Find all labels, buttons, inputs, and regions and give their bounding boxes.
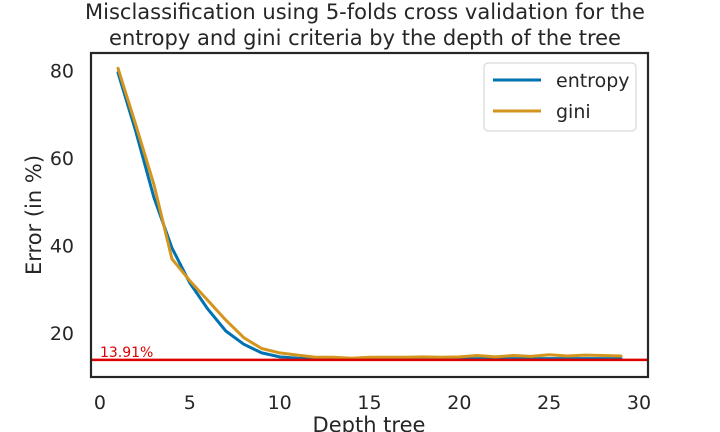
legend-label-entropy: entropy — [556, 70, 630, 92]
y-tick-label: 40 — [50, 236, 74, 258]
x-tick-label: 25 — [537, 392, 561, 414]
legend: entropy gini — [483, 62, 637, 132]
x-tick-label: 0 — [94, 392, 106, 414]
chart-title-line2: entropy and gini criteria by the depth o… — [109, 26, 621, 50]
x-tick-label: 10 — [268, 392, 292, 414]
y-axis-label: Error (in %) — [22, 155, 46, 275]
series-line-gini — [116, 66, 623, 360]
x-tick-label: 15 — [357, 392, 381, 414]
y-tick-label: 20 — [50, 323, 74, 345]
reference-line-label: 13.91% — [100, 345, 153, 361]
legend-label-gini: gini — [556, 101, 591, 123]
chart-title-line1: Misclassification using 5-folds cross va… — [85, 0, 645, 24]
y-tick-label: 80 — [50, 61, 74, 83]
x-tick-label: 30 — [627, 392, 651, 414]
x-tick-label: 5 — [184, 392, 196, 414]
x-tick-label: 20 — [447, 392, 471, 414]
x-axis-label: Depth tree — [313, 413, 426, 432]
y-tick-label: 60 — [50, 148, 74, 170]
plot-frame — [89, 51, 650, 379]
